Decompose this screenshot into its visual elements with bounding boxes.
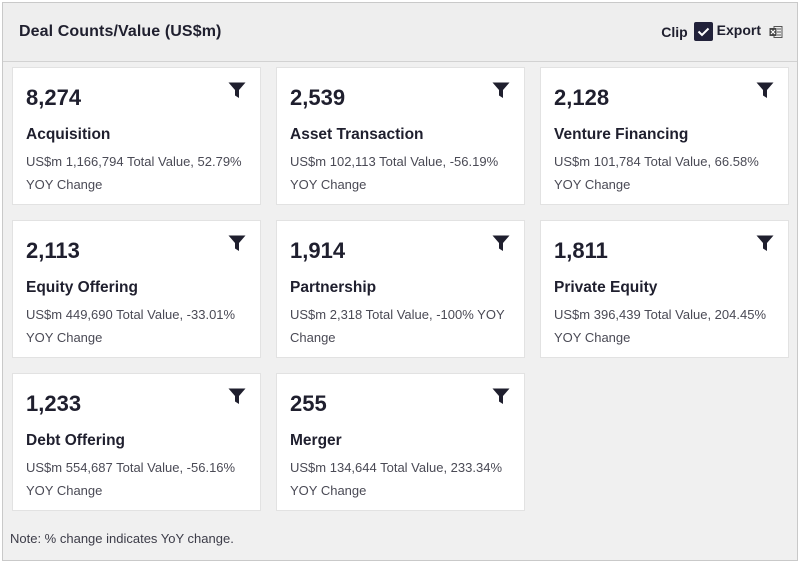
card-name: Debt Offering [26,432,126,449]
deal-card-asset-transaction: 2,539 Asset Transaction US$m 102,113 Tot… [276,67,525,205]
footnote: Note: % change indicates YoY change. [10,531,234,546]
card-count: 2,128 [554,85,610,110]
card-name: Venture Financing [554,126,689,143]
deal-card-acquisition: 8,274 Acquisition US$m 1,166,794 Total V… [12,67,261,205]
card-description: US$m 2,318 Total Value, -100% YOY Change [290,307,505,345]
deal-card-equity-offering: 2,113 Equity Offering US$m 449,690 Total… [12,220,261,358]
deal-card-venture-financing: 2,128 Venture Financing US$m 101,784 Tot… [540,67,789,205]
panel-header: Deal Counts/Value (US$m) Clip Export [3,3,797,62]
filter-icon[interactable] [492,82,510,100]
card-name: Acquisition [26,126,111,143]
filter-icon[interactable] [228,235,246,253]
card-count: 2,113 [26,238,80,263]
export-button[interactable]: Export [716,21,761,38]
panel-title: Deal Counts/Value (US$m) [19,23,222,40]
clip-label[interactable]: Clip [661,23,688,40]
card-count: 1,914 [290,238,346,263]
card-description: US$m 554,687 Total Value, -56.16% YOY Ch… [26,460,236,498]
deal-card-private-equity: 1,811 Private Equity US$m 396,439 Total … [540,220,789,358]
card-count: 2,539 [290,85,346,110]
card-count: 8,274 [26,85,82,110]
card-description: US$m 101,784 Total Value, 66.58% YOY Cha… [554,154,759,192]
card-count: 1,233 [26,391,82,416]
card-name: Equity Offering [26,279,138,296]
card-name: Asset Transaction [290,126,424,143]
deal-card-partnership: 1,914 Partnership US$m 2,318 Total Value… [276,220,525,358]
header-actions: Clip Export [661,22,783,41]
card-name: Private Equity [554,279,658,296]
excel-icon[interactable] [769,25,783,39]
filter-icon[interactable] [228,388,246,406]
card-description: US$m 1,166,794 Total Value, 52.79% YOY C… [26,154,242,192]
card-name: Partnership [290,279,377,296]
card-name: Merger [290,432,342,449]
clip-checkbox[interactable] [693,22,713,41]
filter-icon[interactable] [756,82,774,100]
filter-icon[interactable] [756,235,774,253]
filter-icon[interactable] [492,388,510,406]
filter-icon[interactable] [228,82,246,100]
deal-card-debt-offering: 1,233 Debt Offering US$m 554,687 Total V… [12,373,261,511]
card-description: US$m 134,644 Total Value, 233.34% YOY Ch… [290,460,502,498]
card-description: US$m 449,690 Total Value, -33.01% YOY Ch… [26,307,236,345]
filter-icon[interactable] [492,235,510,253]
check-icon [697,27,709,36]
card-count: 1,811 [554,238,608,263]
card-count: 255 [290,391,327,416]
deal-card-merger: 255 Merger US$m 134,644 Total Value, 233… [276,373,525,511]
card-description: US$m 396,439 Total Value, 204.45% YOY Ch… [554,307,766,345]
card-description: US$m 102,113 Total Value, -56.19% YOY Ch… [290,154,499,192]
